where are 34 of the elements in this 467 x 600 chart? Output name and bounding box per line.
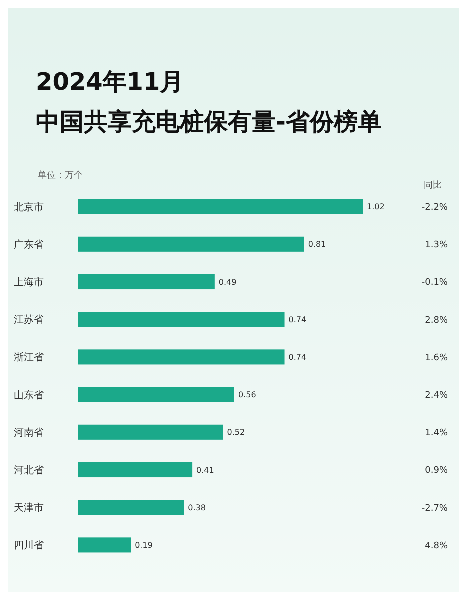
data-label: 1.02 — [367, 202, 385, 212]
y-tick-label: 上海市 — [14, 276, 44, 288]
y-tick-label: 山东省 — [14, 389, 44, 402]
y-tick-label: 广东省 — [14, 238, 44, 251]
data-label: 0.49 — [218, 278, 237, 287]
y-tick-label: 四川省 — [14, 540, 44, 552]
text: 1.6% — [425, 353, 448, 364]
text: -0.1% — [422, 278, 448, 288]
text: 2.8% — [425, 316, 448, 326]
y-tick-label: 河北省 — [14, 464, 44, 476]
text: 单位：万个 — [38, 170, 83, 181]
data-label: 0.52 — [227, 428, 246, 438]
text: 1.4% — [425, 428, 448, 439]
chart-title: 2024年11月 — [36, 68, 184, 96]
data-label: 0.19 — [135, 541, 153, 550]
data-label: 0.81 — [308, 240, 326, 250]
y-tick-label: 北京市 — [14, 201, 44, 214]
chart-subtitle: 中国共享充电桩保有量-省份榜单 — [36, 108, 382, 136]
data-label: 0.38 — [188, 503, 206, 512]
text: 1.3% — [425, 240, 448, 251]
text: 同比 — [424, 180, 442, 191]
y-tick-label: 浙江省 — [14, 352, 44, 364]
text: 4.8% — [425, 541, 448, 552]
text: 2.4% — [425, 390, 448, 401]
text: 0.9% — [425, 466, 448, 476]
data-label: 0.74 — [288, 353, 307, 362]
y-tick-label: 天津市 — [14, 502, 44, 514]
text: -2.7% — [422, 504, 448, 514]
data-label: 0.41 — [196, 466, 214, 475]
data-label: 0.56 — [238, 390, 256, 400]
data-label: 0.74 — [288, 315, 307, 324]
y-tick-label: 河南省 — [14, 426, 44, 439]
text: -2.2% — [422, 202, 448, 213]
y-tick-label: 江苏省 — [14, 314, 44, 326]
